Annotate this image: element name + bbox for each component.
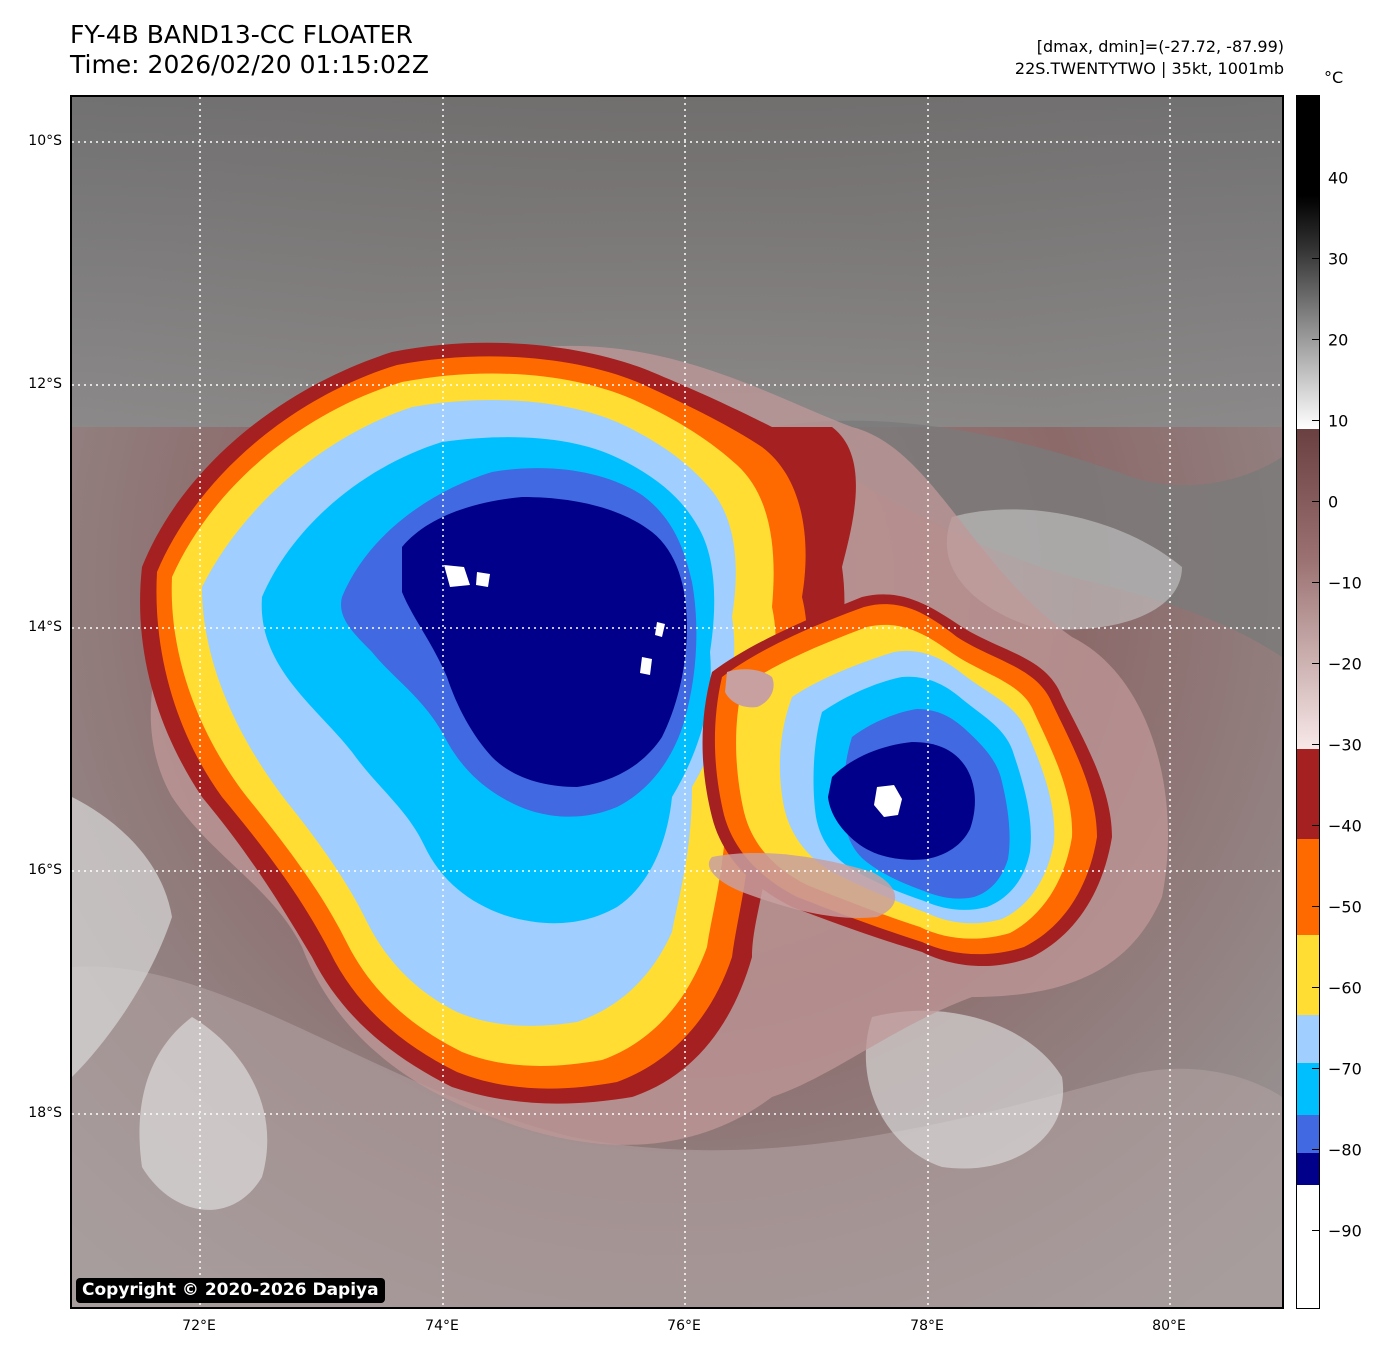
lon-label-74e: 74°E <box>425 1318 459 1334</box>
cbar-tickmark <box>1312 258 1320 259</box>
cbar-tick-minus30: −30 <box>1328 735 1362 755</box>
cbar-tickmark <box>1312 987 1320 988</box>
cbar-tick-minus20: −20 <box>1328 654 1362 674</box>
cbar-seg-sky-blue <box>1297 1063 1319 1115</box>
storm-info: [dmax, dmin]=(-27.72, -87.99) 22S.TWENTY… <box>1015 36 1284 80</box>
satellite-imagery <box>72 97 1282 1307</box>
cbar-tick-minus60: −60 <box>1328 978 1362 998</box>
colorbar <box>1296 95 1320 1309</box>
cbar-seg-gold <box>1297 935 1319 1015</box>
cbar-seg-royal-blue <box>1297 1115 1319 1153</box>
cbar-tick-minus10: −10 <box>1328 573 1362 593</box>
cbar-tick-20: 20 <box>1328 330 1349 350</box>
west-cell-overshoot-2 <box>476 572 490 587</box>
storm-name-text: 22S.TWENTYTWO | 35kt, 1001mb <box>1014 59 1284 78</box>
cbar-tick-minus40: −40 <box>1328 816 1362 836</box>
satellite-map: Copyright © 2020-2026 Dapiya <box>70 95 1284 1309</box>
lon-label-76e: 76°E <box>667 1318 701 1334</box>
cbar-tickmark <box>1312 339 1320 340</box>
cbar-tick-10: 10 <box>1328 411 1349 431</box>
cbar-tick-minus80: −80 <box>1328 1140 1362 1160</box>
lat-label-12s: 12°S <box>28 376 62 392</box>
cbar-seg-white <box>1297 1185 1319 1308</box>
cbar-seg-navy <box>1297 1153 1319 1185</box>
cbar-tick-minus70: −70 <box>1328 1059 1362 1079</box>
cbar-seg-rosy <box>1297 429 1319 749</box>
gap-rosy-island <box>725 669 774 708</box>
cbar-seg-black-gray <box>1297 96 1319 429</box>
lon-label-72e: 72°E <box>182 1318 216 1334</box>
west-cell-overshoot-1 <box>444 565 470 587</box>
cbar-tick-minus90: −90 <box>1328 1221 1362 1241</box>
lat-label-14s: 14°S <box>28 619 62 635</box>
cbar-tickmark <box>1312 906 1320 907</box>
cbar-tick-0: 0 <box>1328 492 1339 512</box>
cbar-tickmark <box>1312 1149 1320 1150</box>
grid-lines <box>72 97 1282 1307</box>
cbar-tickmark <box>1312 420 1320 421</box>
cbar-seg-light-blue <box>1297 1015 1319 1063</box>
sw-white-clouds <box>139 1017 268 1210</box>
cbar-tickmark <box>1312 1230 1320 1231</box>
cbar-tickmark <box>1312 582 1320 583</box>
chart-title: FY-4B BAND13-CC FLOATER Time: 2026/02/20… <box>70 20 429 80</box>
cbar-tick-30: 30 <box>1328 249 1349 269</box>
temp-range-text: [dmax, dmin]=(-27.72, -87.99) <box>1036 37 1284 56</box>
cbar-seg-brown-red <box>1297 749 1319 839</box>
lon-label-78e: 78°E <box>910 1318 944 1334</box>
copyright-label: Copyright © 2020-2026 Dapiya <box>76 1278 385 1303</box>
cbar-tick-minus50: −50 <box>1328 897 1362 917</box>
lat-label-16s: 16°S <box>28 862 62 878</box>
cbar-tickmark <box>1312 501 1320 502</box>
lat-label-18s: 18°S <box>28 1105 62 1121</box>
title-line-product: FY-4B BAND13-CC FLOATER <box>70 20 413 49</box>
cbar-tickmark <box>1312 177 1320 178</box>
cbar-tickmark <box>1312 744 1320 745</box>
cbar-tickmark <box>1312 1068 1320 1069</box>
cbar-tickmark <box>1312 825 1320 826</box>
cbar-tickmark <box>1312 663 1320 664</box>
east-cell-overshoot <box>874 785 902 817</box>
west-cell-overshoot-3 <box>640 657 652 675</box>
lat-label-10s: 10°S <box>28 133 62 149</box>
cbar-seg-orange <box>1297 839 1319 935</box>
cbar-tick-40: 40 <box>1328 168 1349 188</box>
se-white-clouds <box>865 1010 1064 1169</box>
south-rosy-band <box>708 852 896 918</box>
title-line-time: Time: 2026/02/20 01:15:02Z <box>70 50 429 79</box>
west-white-clouds <box>72 797 172 1077</box>
colorbar-unit: °C <box>1324 68 1344 87</box>
south-warm-clouds <box>72 966 1282 1307</box>
west-cell-navy-core <box>402 497 687 787</box>
west-cell-overshoot-4 <box>655 622 665 637</box>
lon-label-80e: 80°E <box>1152 1318 1186 1334</box>
